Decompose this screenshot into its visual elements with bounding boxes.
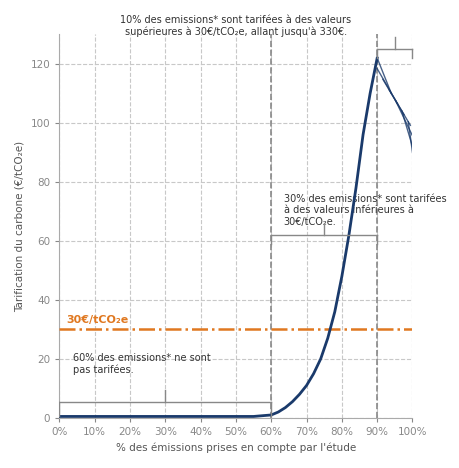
Text: 30% des emissions* sont tarifées
à des valeurs inférieures à
30€/tCO₂e.: 30% des emissions* sont tarifées à des v… bbox=[283, 194, 445, 227]
Text: 60% des emissions* ne sont
pas tarifées.: 60% des emissions* ne sont pas tarifées. bbox=[73, 353, 211, 375]
Y-axis label: Tarification du carbone (€/tCO₂e): Tarification du carbone (€/tCO₂e) bbox=[15, 140, 25, 312]
Text: 30€/tCO₂e: 30€/tCO₂e bbox=[66, 315, 129, 325]
X-axis label: % des émissions prises en compte par l'étude: % des émissions prises en compte par l'é… bbox=[116, 443, 355, 453]
Text: 10% des emissions* sont tarifées à des valeurs
supérieures à 30€/tCO₂e, allant j: 10% des emissions* sont tarifées à des v… bbox=[120, 15, 351, 37]
